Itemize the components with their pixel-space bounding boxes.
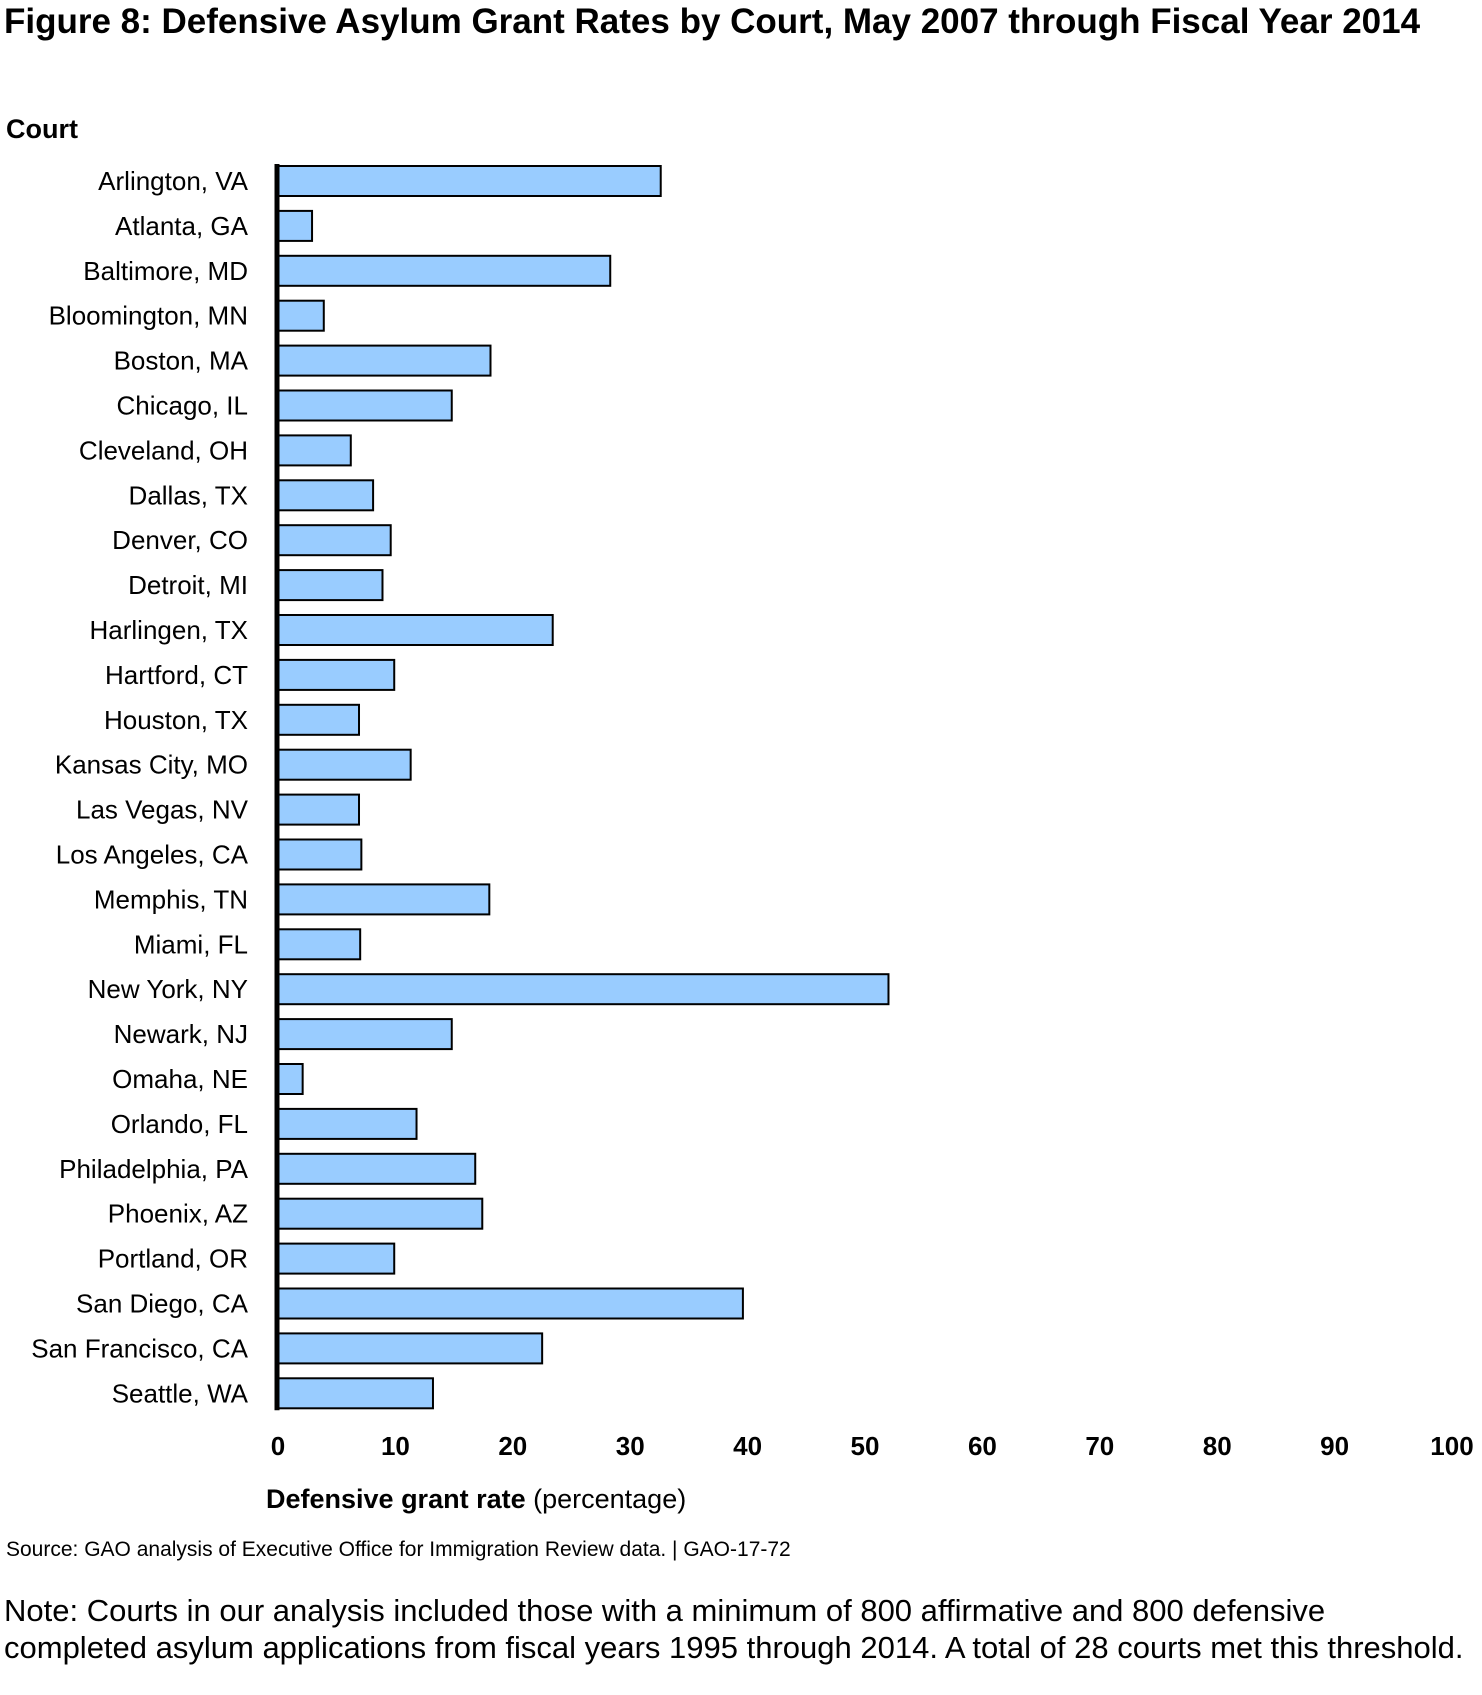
bar <box>277 748 412 781</box>
category-label: Harlingen, TX <box>90 615 249 645</box>
bar <box>277 1063 304 1095</box>
bar <box>277 1332 544 1365</box>
category-label: San Francisco, CA <box>31 1333 248 1363</box>
bar-chart: Arlington, VA Atlanta, GA Baltimore, MD Blo… <box>31 164 1474 1461</box>
bar <box>277 344 492 377</box>
category-label: Houston, TX <box>104 705 248 735</box>
footnote: Note: Courts in our analysis included th… <box>4 1593 1464 1665</box>
bar <box>277 1242 396 1275</box>
bar <box>277 1152 477 1185</box>
bar <box>277 1197 484 1230</box>
category-label: Philadelphia, PA <box>59 1154 249 1184</box>
bar <box>277 838 363 871</box>
bar <box>277 883 491 916</box>
bar <box>277 1287 744 1320</box>
category-label: Miami, FL <box>134 929 248 959</box>
category-label: Omaha, NE <box>112 1064 248 1094</box>
category-label: Portland, OR <box>98 1244 248 1274</box>
category-label: Arlington, VA <box>98 166 248 196</box>
category-label: Baltimore, MD <box>83 256 248 286</box>
bar <box>277 1018 453 1051</box>
category-label: Las Vegas, NV <box>76 795 249 825</box>
bar <box>277 299 325 332</box>
bar <box>277 973 890 1006</box>
bar <box>277 389 453 422</box>
x-tick-label: 50 <box>851 1431 880 1461</box>
x-axis-title-bold: Defensive grant rate <box>266 1484 526 1514</box>
bar <box>277 209 314 242</box>
source-note: Source: GAO analysis of Executive Office… <box>6 1538 791 1561</box>
category-label: Kansas City, MO <box>55 750 248 780</box>
bar <box>277 524 392 557</box>
chart-title: Figure 8: Defensive Asylum Grant Rates b… <box>4 2 1421 41</box>
x-tick-label: 100 <box>1430 1431 1473 1461</box>
category-label: Boston, MA <box>114 346 249 376</box>
bar <box>277 254 612 287</box>
bar <box>277 1107 418 1140</box>
category-label: Memphis, TN <box>94 884 248 914</box>
category-label: Seattle, WA <box>112 1378 249 1408</box>
bar <box>277 1377 434 1410</box>
category-label: Hartford, CT <box>105 660 248 690</box>
x-tick-label: 40 <box>733 1431 762 1461</box>
bar <box>277 614 554 646</box>
x-tick-label: 20 <box>498 1431 527 1461</box>
category-label: Los Angeles, CA <box>56 840 249 870</box>
bar <box>277 658 396 691</box>
category-label: Dallas, TX <box>129 480 248 510</box>
x-tick-label: 10 <box>381 1431 410 1461</box>
x-tick-label: 30 <box>616 1431 645 1461</box>
category-label: New York, NY <box>88 974 248 1004</box>
category-label: San Diego, CA <box>76 1289 249 1319</box>
bar <box>277 793 361 826</box>
category-label: Orlando, FL <box>111 1109 248 1139</box>
category-label: Cleveland, OH <box>79 435 248 465</box>
x-tick-label: 80 <box>1203 1431 1232 1461</box>
category-label: Detroit, MI <box>128 570 248 600</box>
x-axis-title: Defensive grant rate (percentage) <box>266 1484 686 1515</box>
x-tick-label: 90 <box>1320 1431 1349 1461</box>
x-tick-label: 70 <box>1085 1431 1114 1461</box>
bar <box>277 703 361 736</box>
x-axis-title-unit: (percentage) <box>525 1484 687 1514</box>
category-label: Bloomington, MN <box>49 301 248 331</box>
category-label: Phoenix, AZ <box>108 1199 248 1229</box>
x-tick-label: 60 <box>968 1431 997 1461</box>
bar <box>277 479 375 512</box>
category-label: Denver, CO <box>112 525 248 555</box>
y-axis-title: Court <box>6 114 78 144</box>
bar <box>277 569 384 602</box>
bar <box>277 434 352 467</box>
x-tick-label: 0 <box>271 1431 285 1461</box>
bar <box>277 165 662 197</box>
bar <box>277 928 362 961</box>
category-label: Newark, NJ <box>114 1019 248 1049</box>
category-label: Chicago, IL <box>116 391 248 421</box>
category-label: Atlanta, GA <box>115 211 249 241</box>
